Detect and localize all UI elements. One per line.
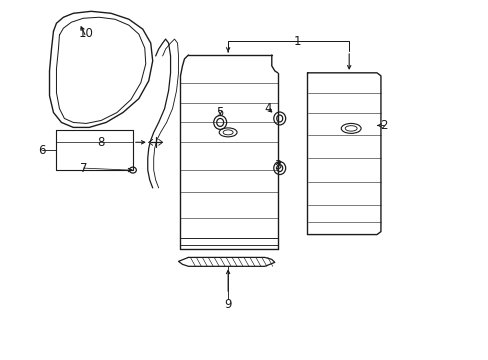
Text: 2: 2 xyxy=(379,119,387,132)
Text: 9: 9 xyxy=(224,297,231,311)
Text: 8: 8 xyxy=(97,136,104,149)
Text: 7: 7 xyxy=(80,162,87,175)
Text: 10: 10 xyxy=(79,27,94,40)
Text: 1: 1 xyxy=(293,35,301,48)
Ellipse shape xyxy=(131,168,135,172)
Text: 6: 6 xyxy=(38,144,45,157)
Text: 4: 4 xyxy=(264,102,271,115)
Text: 3: 3 xyxy=(273,159,281,172)
Text: 5: 5 xyxy=(216,106,224,119)
